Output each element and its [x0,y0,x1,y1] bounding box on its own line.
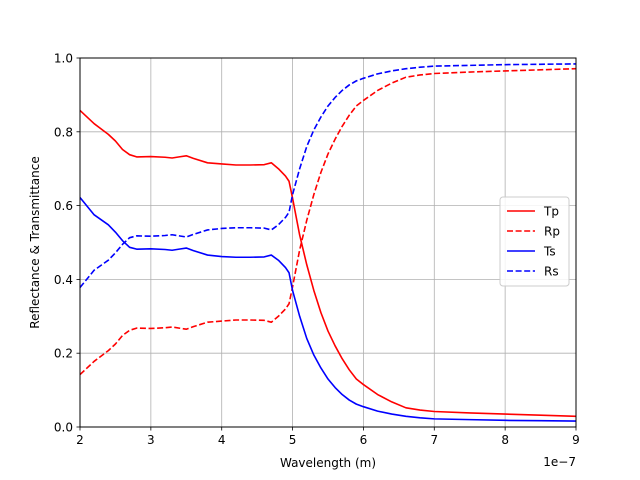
series-lines [79,63,577,422]
x-tick-label: 7 [430,433,438,447]
x-tick-label: 3 [147,433,155,447]
legend-box [499,196,570,287]
x-tick-label: 2 [76,433,84,447]
y-tick-label: 0.0 [54,421,73,435]
y-tick-label: 0.2 [54,347,73,361]
x-axis-label: Wavelength (m) [280,456,376,470]
series-line-rs [79,63,577,289]
x-axis-offset-label: 1e−7 [543,455,576,469]
legend-label-rs: Rs [544,265,559,279]
legend-label-rp: Rp [544,225,560,239]
legend: Tp Rp Ts Rs [499,196,570,287]
legend-label-tp: Tp [543,205,559,219]
series-line-rp [79,67,577,376]
y-tick-label: 0.6 [54,199,73,213]
axes-frame [79,57,577,428]
series-line-tp [79,109,577,418]
x-tick-label: 9 [572,433,580,447]
x-tick-label: 8 [501,433,509,447]
series-line-ts [79,196,577,422]
x-tick-label: 4 [218,433,226,447]
y-axis-label: Reflectance & Transmittance [28,156,42,328]
x-tick-label: 5 [289,433,297,447]
legend-label-ts: Ts [543,245,556,259]
y-tick-label: 1.0 [54,52,73,66]
y-tick-label: 0.8 [54,125,73,139]
axis-ticks: 2 3 4 5 6 7 8 9 0.0 0.2 0.4 0.6 0.8 1.0 [54,52,580,448]
x-tick-label: 6 [360,433,368,447]
y-tick-label: 0.4 [54,273,73,287]
